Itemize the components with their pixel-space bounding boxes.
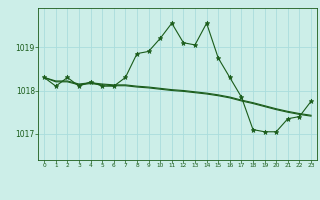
Text: Graphe pression niveau de la mer (hPa): Graphe pression niveau de la mer (hPa) — [66, 181, 254, 190]
